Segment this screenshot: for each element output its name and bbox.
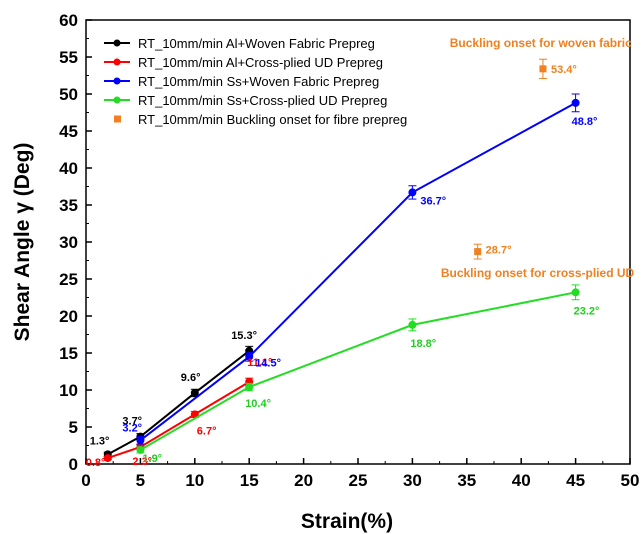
y-tick-label: 50 — [59, 85, 78, 104]
data-point — [136, 445, 145, 454]
y-tick-label: 60 — [59, 11, 78, 30]
y-tick-label: 10 — [59, 381, 78, 400]
data-point — [136, 436, 145, 445]
x-tick-label: 15 — [240, 471, 259, 490]
series-line — [139, 291, 576, 451]
data-label: 28.7° — [486, 245, 512, 257]
annotation: Buckling onset for cross-plied UD — [441, 266, 635, 280]
data-label: 2.3° — [132, 456, 152, 468]
legend-label: RT_10mm/min Al+Cross-plied UD Prepreg — [138, 55, 383, 70]
x-tick-label: 0 — [81, 471, 90, 490]
data-point — [408, 188, 417, 197]
series-line — [139, 102, 577, 442]
x-tick-label: 45 — [566, 471, 585, 490]
data-point — [539, 65, 547, 73]
series-2 — [136, 93, 580, 445]
data-label: 1.9° — [142, 453, 162, 465]
x-tick-label: 50 — [621, 471, 640, 490]
series-group — [103, 58, 580, 463]
y-tick-label: 35 — [59, 196, 78, 215]
x-tick-label: 25 — [349, 471, 368, 490]
series-line — [107, 349, 250, 456]
series-3 — [136, 284, 580, 454]
y-tick-label: 55 — [59, 48, 78, 67]
legend-label: RT_10mm/min Ss+Cross-plied UD Prepreg — [138, 93, 387, 108]
legend: RT_10mm/min Al+Woven Fabric Prepreg RT_10… — [104, 36, 407, 127]
legend-marker — [114, 115, 121, 123]
data-label: 23.2° — [574, 305, 600, 317]
x-tick-label: 35 — [457, 471, 476, 490]
legend-label: RT_10mm/min Buckling onset for fibre pre… — [138, 112, 407, 127]
annotation: Buckling onset for woven fabric — [450, 36, 632, 50]
y-tick-label: 20 — [59, 307, 78, 326]
data-label: 0.8° — [86, 457, 106, 469]
series-4 — [473, 58, 547, 260]
y-tick-label: 25 — [59, 270, 78, 289]
legend-marker — [113, 96, 121, 104]
series-0 — [103, 345, 254, 459]
y-tick-label: 15 — [59, 344, 78, 363]
data-label: 3.2° — [122, 422, 142, 434]
legend-marker — [113, 77, 121, 85]
data-label: 1.3° — [90, 435, 110, 447]
data-label: 48.8° — [572, 116, 598, 128]
y-tick-label: 45 — [59, 122, 78, 141]
x-tick-label: 10 — [185, 471, 204, 490]
data-point — [103, 454, 112, 463]
data-point — [190, 388, 199, 397]
data-label: 6.7° — [197, 425, 217, 437]
data-point — [474, 248, 482, 256]
data-label: 3.7° — [122, 416, 142, 428]
x-axis-title: Strain(%) — [301, 510, 393, 533]
data-point — [245, 383, 254, 392]
x-tick-label: 30 — [403, 471, 422, 490]
data-label: 11.1° — [247, 357, 272, 369]
legend-label: RT_10mm/min Al+Woven Fabric Prepreg — [138, 36, 375, 51]
y-tick-label: 40 — [59, 159, 78, 178]
legend-marker — [113, 39, 121, 47]
data-point — [245, 352, 254, 361]
x-tick-label: 20 — [294, 471, 313, 490]
y-tick-label: 0 — [69, 455, 78, 474]
legend-marker — [113, 58, 121, 66]
legend-label: RT_10mm/min Ss+Woven Fabric Prepreg — [138, 74, 379, 89]
data-label: 9.6° — [181, 372, 201, 384]
data-label: 15.3° — [231, 330, 257, 342]
data-label: 10.4° — [245, 398, 271, 410]
x-tick-label: 40 — [512, 471, 531, 490]
series-line — [107, 381, 250, 460]
y-tick-label: 30 — [59, 233, 78, 252]
data-point — [245, 346, 254, 355]
data-point — [571, 98, 580, 107]
x-tick-label: 5 — [136, 471, 145, 490]
data-point — [571, 288, 580, 297]
data-label: 18.8° — [410, 338, 436, 350]
data-label: 14.5° — [255, 358, 281, 370]
data-label: 36.7° — [420, 195, 446, 207]
y-axis-title: Shear Angle γ (Deg) — [11, 143, 34, 342]
data-labels: 1.3° 3.7° 9.6° 15.3° 0.8° 2.3° 6.7° 11.1° 3.2° 14… — [86, 36, 635, 469]
data-label: 53.4° — [551, 64, 577, 76]
data-point — [408, 320, 417, 329]
axes: 0 5 10 15 20 25 30 35 40 45 50 0 5 10 15 20 25 30 35 40 45 50… — [59, 11, 639, 490]
y-tick-label: 5 — [69, 418, 78, 437]
